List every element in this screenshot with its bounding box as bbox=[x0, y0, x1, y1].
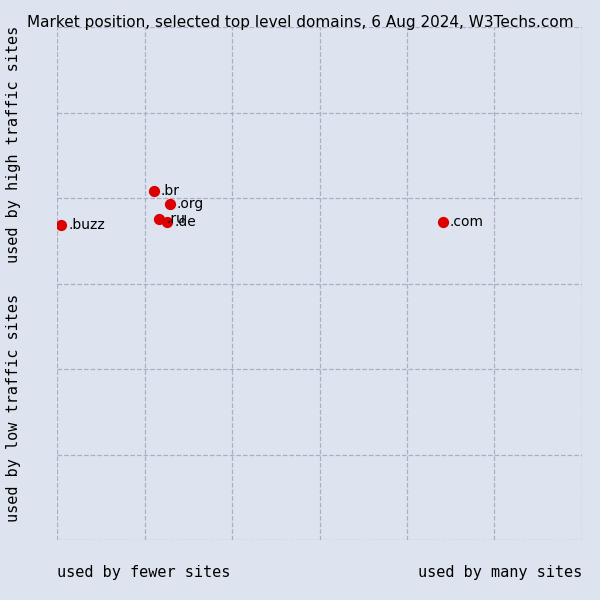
Point bbox=[163, 217, 172, 227]
Text: .de: .de bbox=[174, 215, 196, 229]
Text: .ru: .ru bbox=[166, 212, 185, 226]
Text: used by high traffic sites: used by high traffic sites bbox=[5, 25, 21, 263]
Text: .org: .org bbox=[176, 197, 204, 211]
Text: Market position, selected top level domains, 6 Aug 2024, W3Techs.com: Market position, selected top level doma… bbox=[26, 15, 574, 30]
Text: .br: .br bbox=[161, 184, 180, 198]
Point bbox=[165, 199, 175, 209]
Text: used by fewer sites: used by fewer sites bbox=[57, 565, 230, 581]
Point bbox=[438, 217, 448, 227]
Point bbox=[56, 220, 66, 229]
Point bbox=[155, 215, 164, 224]
Point bbox=[149, 187, 159, 196]
Text: used by many sites: used by many sites bbox=[418, 565, 582, 581]
Text: .buzz: .buzz bbox=[68, 218, 105, 232]
Text: .com: .com bbox=[450, 215, 484, 229]
Text: used by low traffic sites: used by low traffic sites bbox=[5, 294, 21, 522]
